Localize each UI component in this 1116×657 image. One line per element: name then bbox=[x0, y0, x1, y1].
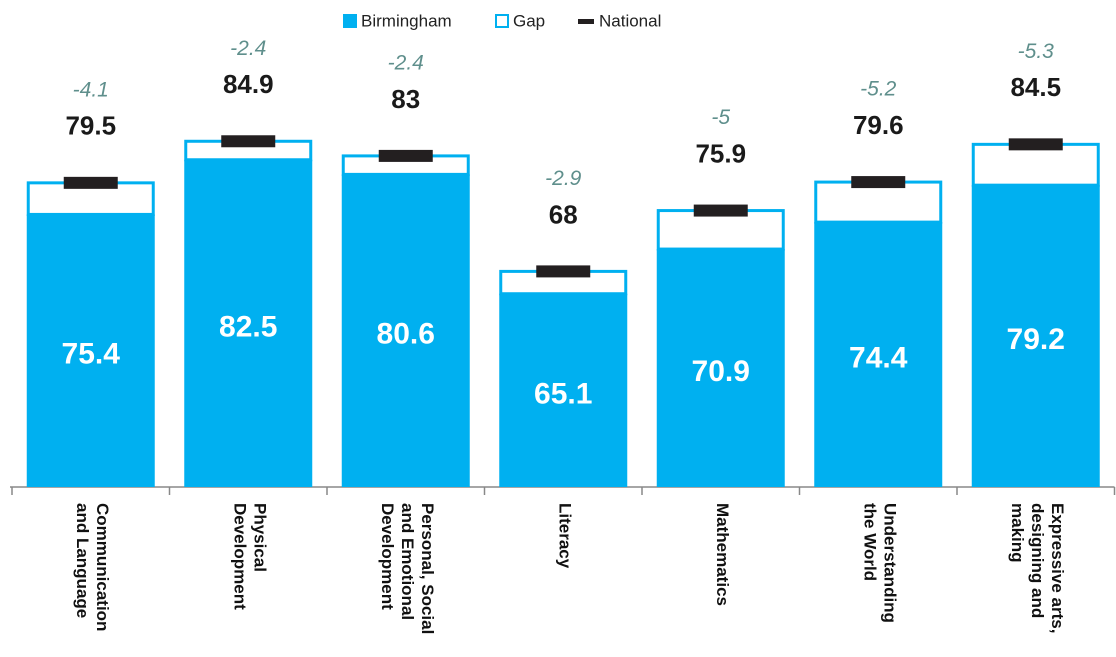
bar bbox=[971, 185, 1100, 487]
x-tick-label: Understandingthe World bbox=[860, 503, 899, 623]
national-value-label: 79.6 bbox=[853, 110, 904, 140]
gap-value-label: -2.4 bbox=[388, 51, 424, 74]
x-tick-label: Mathematics bbox=[712, 503, 731, 606]
national-value-label: 79.5 bbox=[65, 111, 116, 141]
x-tick-label: Expressive arts,designing andmaking bbox=[1007, 503, 1066, 633]
legend-swatch bbox=[343, 14, 357, 28]
x-tick-label: Personal, Socialand EmotionalDevelopment bbox=[377, 503, 436, 634]
bar-value-label: 74.4 bbox=[849, 341, 908, 374]
bar bbox=[26, 214, 155, 488]
gap-value-label: -5 bbox=[711, 106, 730, 129]
national-marker bbox=[1008, 138, 1063, 151]
legend-swatch bbox=[578, 19, 594, 24]
legend-swatch bbox=[495, 14, 509, 28]
bar-value-label: 65.1 bbox=[534, 377, 592, 410]
gap-segment bbox=[656, 209, 785, 251]
bar bbox=[656, 249, 785, 487]
gap-value-label: -5.2 bbox=[860, 78, 897, 101]
bar bbox=[341, 174, 470, 487]
legend-label: National bbox=[599, 11, 661, 30]
national-marker bbox=[693, 204, 748, 217]
gap-value-label: -5.3 bbox=[1018, 40, 1055, 63]
bar-value-label: 80.6 bbox=[377, 318, 435, 351]
gap-segment bbox=[971, 142, 1100, 187]
gap-value-label: -2.9 bbox=[545, 167, 582, 190]
national-marker bbox=[63, 176, 118, 189]
national-marker bbox=[378, 149, 433, 162]
bar bbox=[499, 293, 628, 487]
national-value-label: 84.5 bbox=[1010, 72, 1061, 102]
bar-value-label: 79.2 bbox=[1007, 323, 1065, 356]
bar-value-label: 70.9 bbox=[692, 355, 750, 388]
x-tick-label: Communicationand Language bbox=[72, 503, 111, 631]
bar-value-label: 82.5 bbox=[219, 310, 277, 343]
national-value-label: 83 bbox=[391, 84, 420, 114]
bar-value-label: 75.4 bbox=[62, 338, 121, 371]
national-value-label: 75.9 bbox=[695, 138, 746, 168]
gap-value-label: -4.1 bbox=[73, 78, 109, 101]
national-marker bbox=[221, 135, 276, 148]
gap-segment bbox=[814, 180, 943, 224]
national-marker bbox=[536, 265, 591, 278]
legend-label: Birmingham bbox=[361, 11, 452, 30]
bar bbox=[814, 222, 943, 487]
x-tick-label: Literacy bbox=[555, 503, 574, 569]
gap-value-label: -2.4 bbox=[230, 37, 266, 60]
legend-label: Gap bbox=[513, 11, 545, 30]
bar bbox=[184, 159, 313, 487]
x-tick-label: PhysicalDevelopment bbox=[230, 503, 269, 610]
national-marker bbox=[851, 176, 906, 189]
national-value-label: 84.9 bbox=[223, 69, 274, 99]
national-value-label: 68 bbox=[549, 199, 578, 229]
